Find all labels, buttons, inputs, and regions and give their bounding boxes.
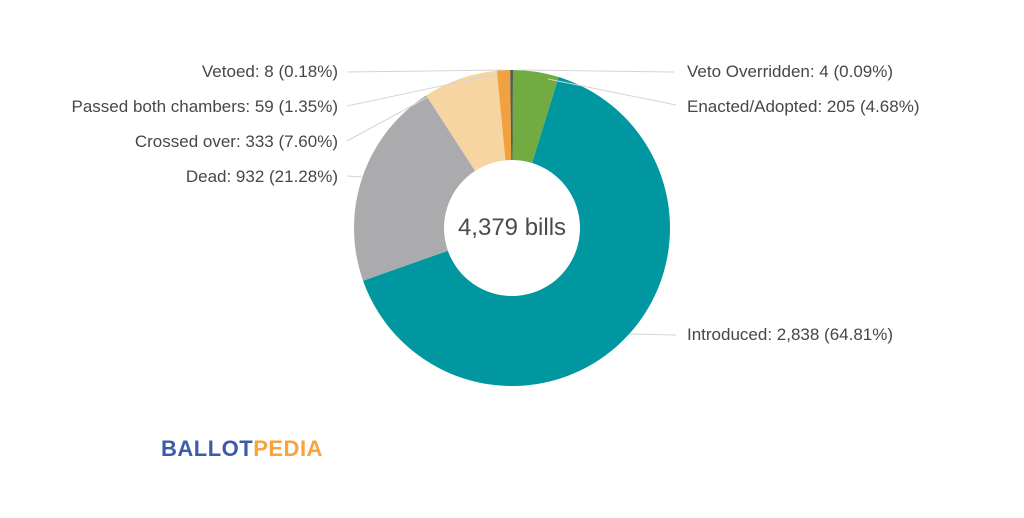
label-passed-both-chambers: Passed both chambers: 59 (1.35%) (71, 97, 338, 116)
donut-slice-enacted-adopted[interactable] (512, 70, 559, 164)
label-vetoed: Vetoed: 8 (0.18%) (201, 62, 338, 81)
leader-line-dead (346, 175, 364, 178)
label-veto-overridden: Veto Overridden: 4 (0.09%) (687, 62, 894, 81)
logo-text-pedia: PEDIA (253, 436, 323, 461)
donut-slice-veto-overridden[interactable] (512, 70, 513, 161)
leader-line-crossed-over (346, 96, 429, 142)
donut-slices (354, 70, 671, 387)
donut-slice-vetoed[interactable] (510, 70, 512, 161)
leader-line-introduced (629, 333, 677, 336)
leader-lines (346, 69, 677, 336)
donut-slice-crossed-over[interactable] (426, 70, 506, 171)
logo-text-ballot: BALLOT (161, 436, 254, 461)
donut-slice-dead[interactable] (354, 95, 476, 281)
leader-line-enacted-adopted (547, 78, 677, 106)
label-crossed-over: Crossed over: 333 (7.60%) (134, 132, 338, 151)
label-introduced: Introduced: 2,838 (64.81%) (687, 325, 894, 344)
donut-slice-passed-both-chambers[interactable] (496, 70, 512, 161)
leader-line-passed-both (346, 73, 499, 107)
ballotpedia-logo: BALLOTPEDIA (161, 436, 323, 462)
label-dead: Dead: 932 (21.28%) (185, 167, 338, 186)
label-enacted-adopted: Enacted/Adopted: 205 (4.68%) (687, 97, 920, 116)
leader-line-veto-overridden (520, 69, 675, 73)
donut-center-total: 4,379 bills (457, 214, 567, 241)
leader-line-vetoed (346, 69, 504, 73)
donut-slice-introduced[interactable] (363, 77, 671, 387)
